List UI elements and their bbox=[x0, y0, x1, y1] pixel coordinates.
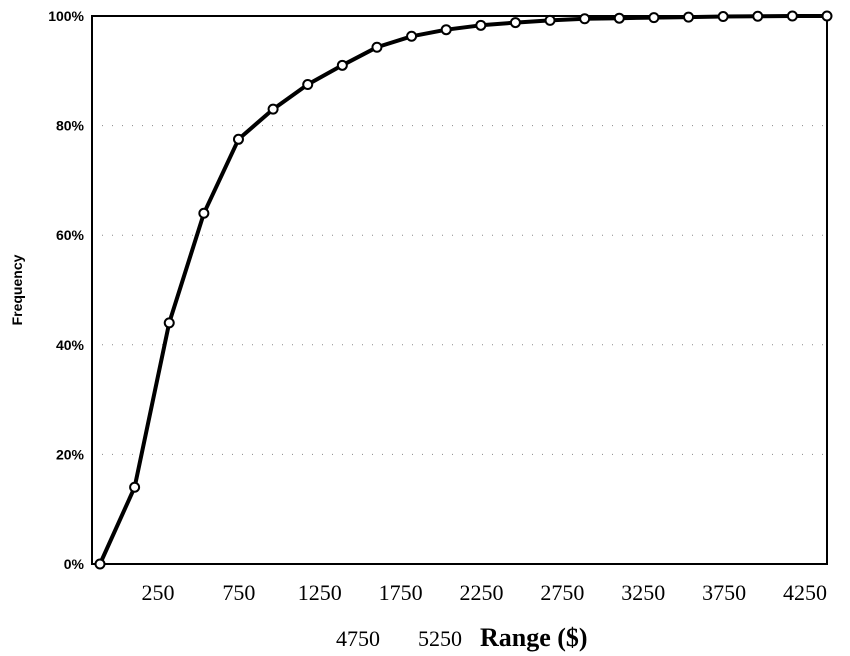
data-point bbox=[475, 19, 487, 31]
data-point bbox=[371, 41, 383, 53]
data-point bbox=[163, 317, 175, 329]
gridlines bbox=[92, 125, 827, 455]
x-tick-label: 2750 bbox=[540, 580, 584, 605]
y-tick-label: 80% bbox=[56, 118, 85, 134]
data-point bbox=[267, 103, 279, 115]
data-point bbox=[579, 13, 591, 25]
data-point bbox=[336, 59, 348, 71]
x-axis-ticks: 250 750 1250 1750 2250 2750 3250 3750 4250 bbox=[142, 580, 828, 605]
x-tick-label: 750 bbox=[222, 580, 255, 605]
x-tick-label: 3750 bbox=[702, 580, 746, 605]
data-point bbox=[198, 207, 210, 219]
y-tick-label: 20% bbox=[56, 446, 85, 462]
series-line bbox=[98, 14, 827, 565]
x-tick-label: 4250 bbox=[783, 580, 827, 605]
data-point bbox=[129, 481, 141, 493]
data-point bbox=[683, 11, 695, 23]
data-point bbox=[440, 24, 452, 36]
x-axis-second-row: 4750 5250 Range ($) bbox=[336, 623, 588, 652]
x-axis-label: Range ($) bbox=[480, 623, 588, 652]
y-tick-label: 100% bbox=[48, 8, 84, 24]
data-point bbox=[232, 133, 244, 145]
x-tick-label: 3250 bbox=[621, 580, 665, 605]
data-point bbox=[302, 79, 314, 90]
data-point bbox=[509, 17, 521, 29]
data-points bbox=[94, 10, 833, 570]
data-point bbox=[406, 30, 418, 42]
data-point bbox=[752, 10, 764, 22]
x-tick-label: 250 bbox=[142, 580, 175, 605]
y-axis-ticks: 0% 20% 40% 60% 80% 100% bbox=[48, 8, 84, 572]
data-point bbox=[544, 14, 556, 26]
x-tick-label-4750: 4750 bbox=[336, 626, 380, 651]
x-tick-label: 2250 bbox=[460, 580, 504, 605]
x-tick-label-5250: 5250 bbox=[418, 626, 462, 651]
data-point bbox=[648, 12, 660, 24]
plot-area-frame bbox=[91, 15, 828, 565]
x-tick-label: 1750 bbox=[379, 580, 423, 605]
data-point bbox=[821, 10, 833, 22]
y-tick-label: 0% bbox=[64, 556, 85, 572]
y-tick-label: 40% bbox=[56, 337, 85, 353]
x-tick-label: 1250 bbox=[298, 580, 342, 605]
y-axis-label: Frequency bbox=[9, 254, 25, 325]
data-point bbox=[786, 10, 798, 22]
data-point bbox=[717, 11, 729, 23]
data-point bbox=[94, 558, 106, 570]
data-point bbox=[613, 12, 625, 24]
y-tick-label: 60% bbox=[56, 227, 85, 243]
